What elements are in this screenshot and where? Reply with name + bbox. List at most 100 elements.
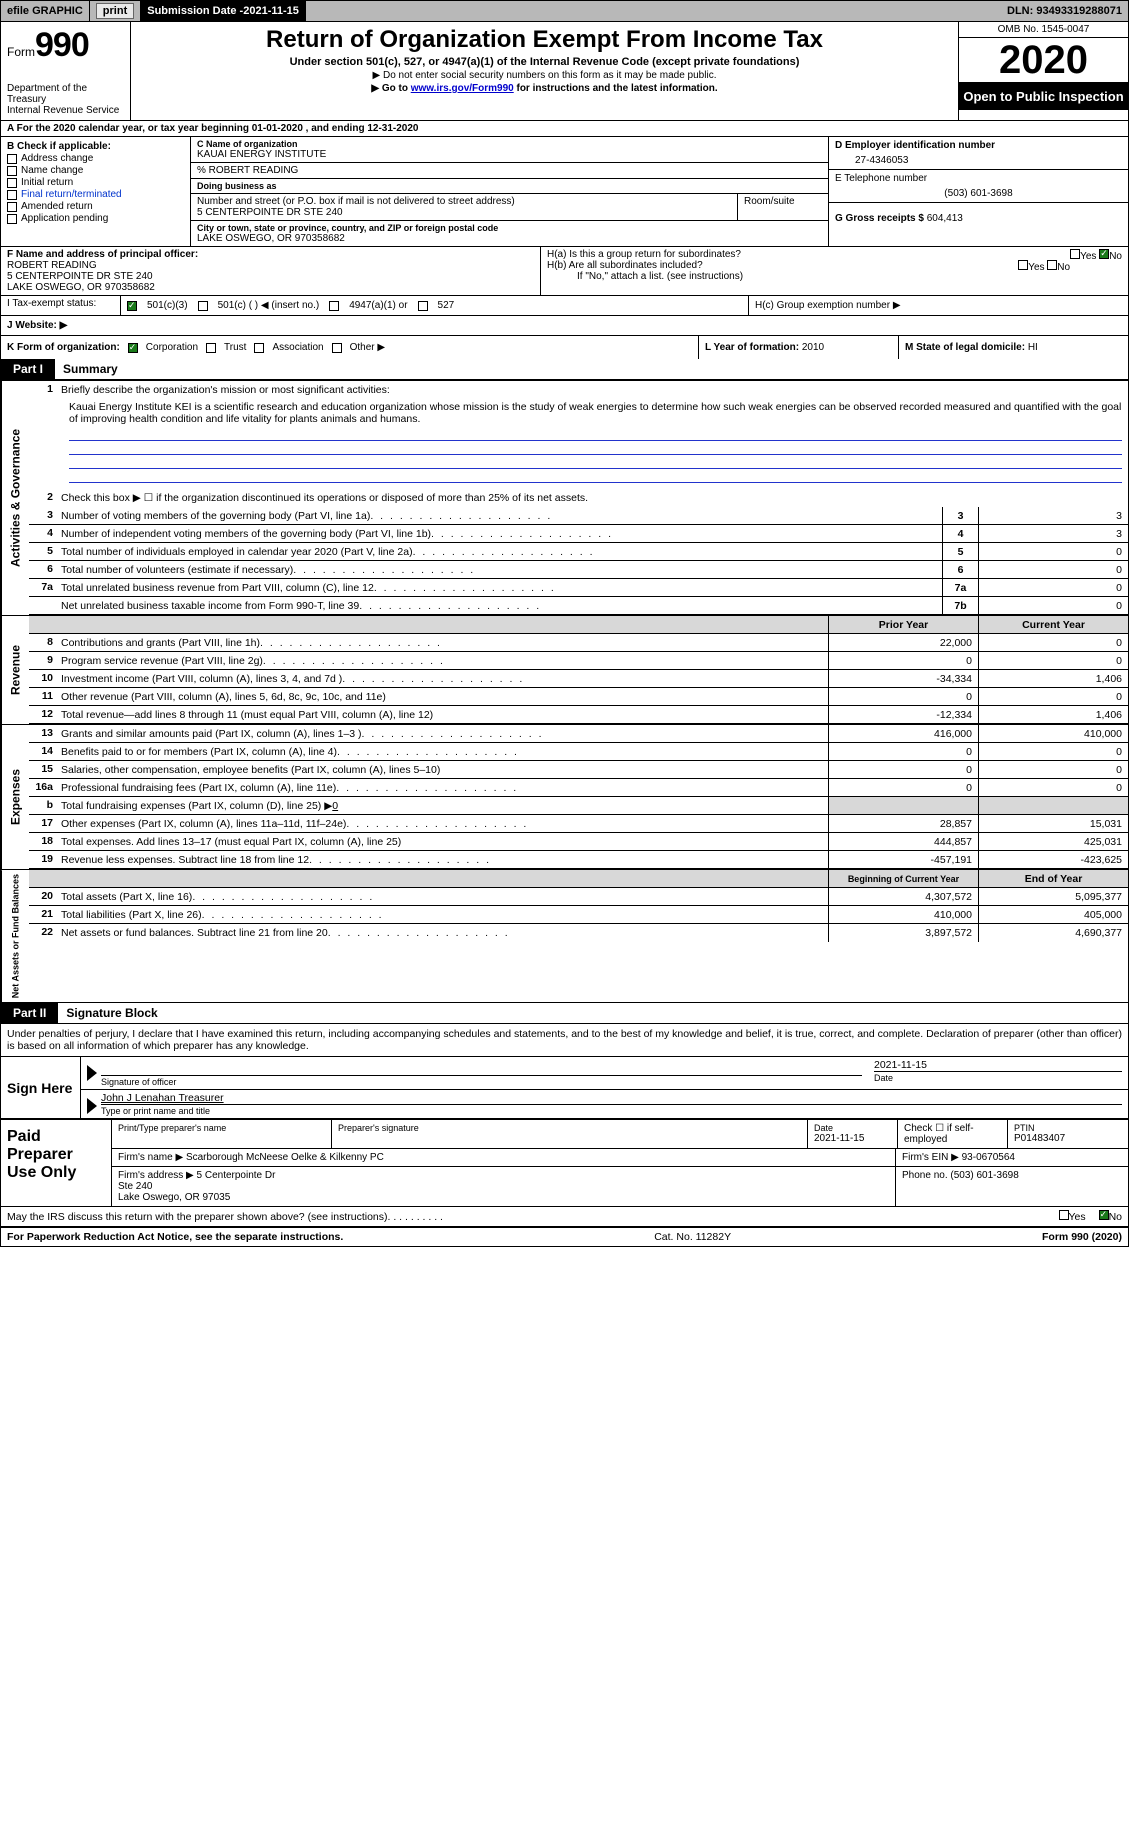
gross-receipts: G Gross receipts $ 604,413: [829, 203, 1128, 227]
firm-address: Firm's address ▶ 5 Centerpointe Dr Ste 2…: [112, 1167, 896, 1206]
line1-label: Briefly describe the organization's miss…: [57, 381, 1128, 399]
website-label: J Website: ▶: [7, 320, 67, 331]
part1-header: Part I Summary: [1, 359, 1128, 380]
principal-officer: F Name and address of principal officer:…: [1, 247, 540, 295]
omb-number: OMB No. 1545-0047: [959, 22, 1128, 38]
line15: Salaries, other compensation, employee b…: [57, 761, 828, 778]
instructions-link[interactable]: www.irs.gov/Form990: [411, 83, 514, 94]
mission-text: Kauai Energy Institute KEI is a scientif…: [29, 399, 1128, 427]
blank-line: [69, 427, 1122, 441]
state-domicile: M State of legal domicile: HI: [898, 336, 1128, 359]
tax-period: A For the 2020 calendar year, or tax yea…: [1, 120, 1128, 137]
group-exemption: H(c) Group exemption number ▶: [748, 296, 1128, 315]
chk-corporation[interactable]: [128, 343, 138, 353]
line12: Total revenue—add lines 8 through 11 (mu…: [57, 706, 828, 723]
line6-value: 0: [978, 561, 1128, 578]
line7a-value: 0: [978, 579, 1128, 596]
chk-4947[interactable]: [329, 301, 339, 311]
group-return-q: H(a) Is this a group return for subordin…: [547, 249, 1122, 260]
telephone-value: (503) 601-3698: [835, 184, 1122, 199]
line16a: Professional fundraising fees (Part IX, …: [57, 779, 828, 796]
preparer-name: Print/Type preparer's name: [112, 1120, 332, 1148]
line4-value: 3: [978, 525, 1128, 542]
chk-name-change[interactable]: Name change: [7, 165, 184, 176]
chk-association[interactable]: [254, 343, 264, 353]
ssn-note: ▶ Do not enter social security numbers o…: [141, 70, 948, 81]
beg-year-hdr: Beginning of Current Year: [828, 870, 978, 887]
ein-value: 27-4346053: [835, 151, 1122, 166]
irs-label: Internal Revenue Service: [7, 105, 124, 116]
paperwork-notice: For Paperwork Reduction Act Notice, see …: [7, 1231, 343, 1243]
tax-exempt-label: I Tax-exempt status:: [1, 296, 121, 315]
form-title: Return of Organization Exempt From Incom…: [141, 26, 948, 54]
form-header: Form990 Department of the Treasury Inter…: [1, 22, 1128, 120]
blank-line: [69, 455, 1122, 469]
discuss-yes[interactable]: [1059, 1210, 1069, 1220]
line10: Investment income (Part VIII, column (A)…: [57, 670, 828, 687]
b-header: B Check if applicable:: [7, 141, 184, 152]
org-name-cell: C Name of organization KAUAI ENERGY INST…: [191, 137, 828, 163]
subordinates-q: H(b) Are all subordinates included? Yes …: [547, 260, 1122, 271]
line5-value: 0: [978, 543, 1128, 560]
street-address: 5 CENTERPOINTE DR STE 240: [197, 207, 731, 218]
discuss-with-preparer: May the IRS discuss this return with the…: [1, 1206, 1128, 1226]
care-of: % ROBERT READING: [191, 163, 828, 179]
ptin: PTINP01483407: [1008, 1120, 1128, 1148]
paid-preparer-label: Paid Preparer Use Only: [1, 1120, 111, 1206]
line13: Grants and similar amounts paid (Part IX…: [57, 725, 828, 742]
firm-phone: Phone no. (503) 601-3698: [896, 1167, 1128, 1206]
chk-501c[interactable]: [198, 301, 208, 311]
signature-date: 2021-11-15 Date: [868, 1057, 1128, 1089]
line21: Total liabilities (Part X, line 26): [57, 906, 828, 923]
chk-501c3[interactable]: [127, 301, 137, 311]
officer-signature[interactable]: Signature of officer: [95, 1057, 868, 1089]
officer-name-title: John J Lenahan Treasurer Type or print n…: [95, 1090, 1128, 1118]
line4: Number of independent voting members of …: [57, 525, 942, 542]
efile-label: efile GRAPHIC: [1, 1, 90, 21]
line3: Number of voting members of the governin…: [57, 507, 942, 524]
tax-year: 2020: [959, 38, 1128, 83]
line9: Program service revenue (Part VIII, line…: [57, 652, 828, 669]
dba-cell: Doing business as: [191, 179, 828, 194]
line5: Total number of individuals employed in …: [57, 543, 942, 560]
print-button[interactable]: print: [90, 1, 141, 21]
discuss-no[interactable]: [1099, 1210, 1109, 1220]
line7a: Total unrelated business revenue from Pa…: [57, 579, 942, 596]
chk-address-change[interactable]: Address change: [7, 153, 184, 164]
form-footer: Form 990 (2020): [1042, 1231, 1122, 1243]
tax-exempt-options: 501(c)(3) 501(c) ( ) ◀ (insert no.) 4947…: [121, 296, 748, 315]
tab-activities-governance: Activities & Governance: [1, 381, 29, 615]
line16b: Total fundraising expenses (Part IX, col…: [57, 797, 828, 814]
chk-amended-return[interactable]: Amended return: [7, 201, 184, 212]
chk-trust[interactable]: [206, 343, 216, 353]
open-to-public: Open to Public Inspection: [959, 83, 1128, 110]
chk-527[interactable]: [418, 301, 428, 311]
current-year-hdr: Current Year: [978, 616, 1128, 633]
topbar: efile GRAPHIC print Submission Date - 20…: [0, 0, 1129, 22]
chk-initial-return[interactable]: Initial return: [7, 177, 184, 188]
firm-ein: Firm's EIN ▶ 93-0670564: [896, 1149, 1128, 1166]
self-employed-chk[interactable]: Check ☐ if self-employed: [898, 1120, 1008, 1148]
line8: Contributions and grants (Part VIII, lin…: [57, 634, 828, 651]
form-of-org: K Form of organization: Corporation Trus…: [1, 336, 698, 359]
sign-here-label: Sign Here: [1, 1057, 81, 1118]
chk-final-return[interactable]: Final return/terminated: [7, 189, 184, 200]
city-state-zip: LAKE OSWEGO, OR 970358682: [197, 233, 822, 244]
line7b-value: 0: [978, 597, 1128, 614]
line11: Other revenue (Part VIII, column (A), li…: [57, 688, 828, 705]
preparer-signature[interactable]: Preparer's signature: [332, 1120, 808, 1148]
perjury-declaration: Under penalties of perjury, I declare th…: [1, 1024, 1128, 1057]
line19: Revenue less expenses. Subtract line 18 …: [57, 851, 828, 868]
chk-application-pending[interactable]: Application pending: [7, 213, 184, 224]
firm-name: Firm's name ▶ Scarborough McNeese Oelke …: [112, 1149, 896, 1166]
instructions-link-line: ▶ Go to www.irs.gov/Form990 for instruct…: [141, 83, 948, 94]
ein-cell: D Employer identification number 27-4346…: [829, 137, 1128, 170]
chk-other[interactable]: [332, 343, 342, 353]
end-year-hdr: End of Year: [978, 870, 1128, 887]
blank-line: [69, 441, 1122, 455]
tab-revenue: Revenue: [1, 616, 29, 724]
dln: DLN: 93493319288071: [1007, 5, 1128, 17]
blank-line: [69, 469, 1122, 483]
dept-treasury: Department of the Treasury: [7, 83, 124, 105]
prior-year-hdr: Prior Year: [828, 616, 978, 633]
